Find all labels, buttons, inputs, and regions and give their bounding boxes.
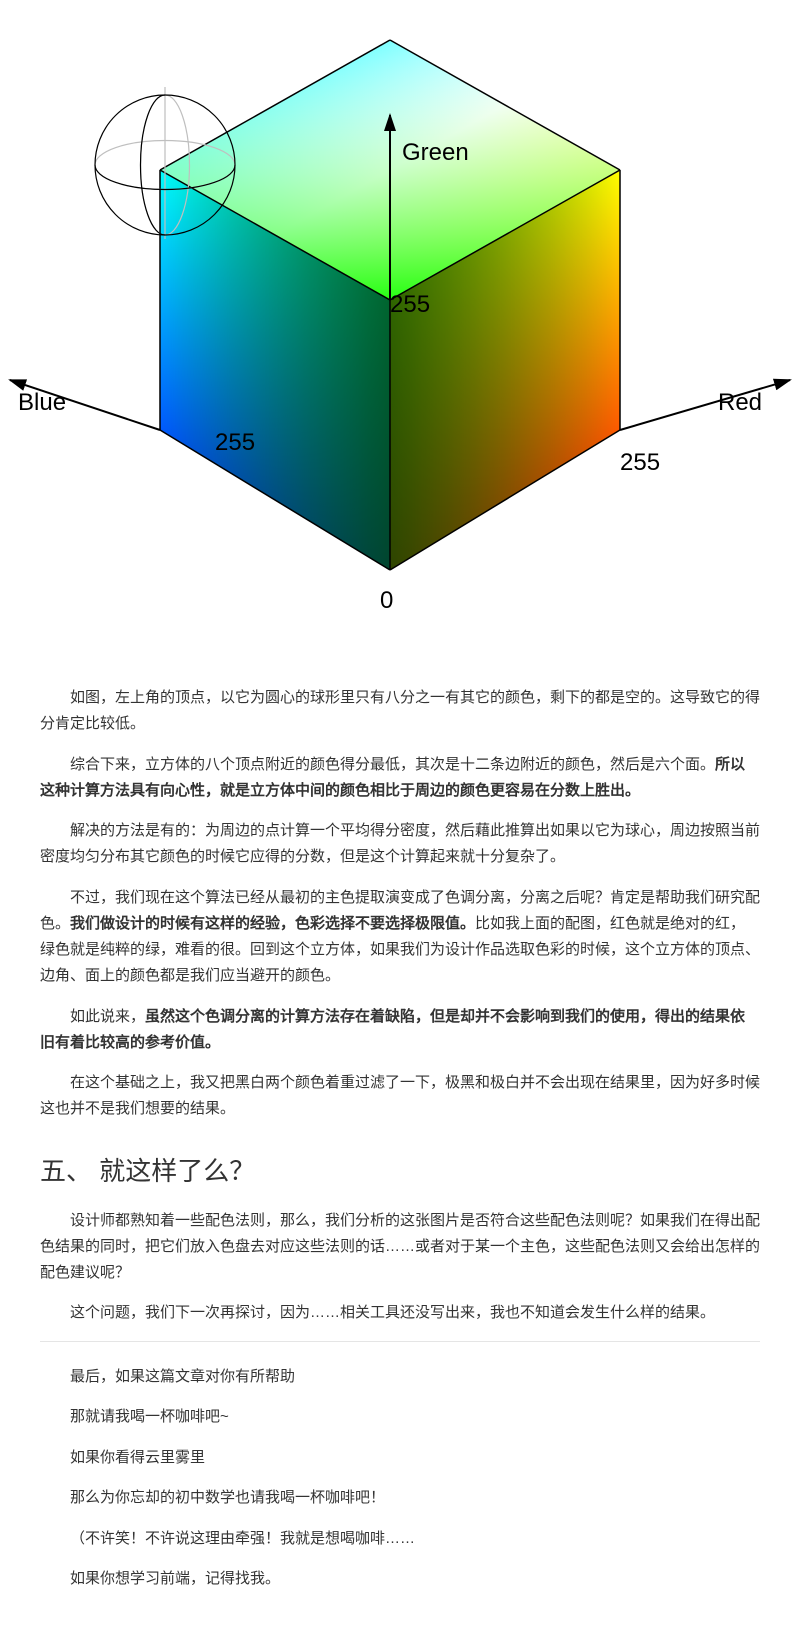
cube-label-zero: 0	[380, 587, 393, 614]
footer-line-6: 如果你想学习前端，记得找我。	[70, 1568, 760, 1591]
cube-label-val_g: 255	[390, 291, 430, 318]
page: Green 255 Blue 255 Red 255 0 如图，左上角的顶点，以它为圆心的球…	[0, 0, 800, 1649]
cube-label-blue: Blue	[18, 389, 66, 416]
footer-block: 最后，如果这篇文章对你有所帮助 那就请我喝一杯咖啡吧~ 如果你看得云里雾里 那么…	[40, 1341, 760, 1591]
text-bold: 我们做设计的时候有这样的经验，色彩选择不要选择极限值。	[70, 915, 475, 932]
heading-section-5: 五、 就这样了么？	[40, 1151, 760, 1188]
paragraph-3: 解决的方法是有的：为周边的点计算一个平均得分密度，然后藉此推算出如果以它为球心，…	[40, 818, 760, 871]
text: 解决的方法是有的：为周边的点计算一个平均得分密度，然后藉此推算出如果以它为球心，…	[40, 822, 760, 865]
text: 设计师都熟知着一些配色法则，那么，我们分析的这张图片是否符合这些配色法则呢？如果…	[40, 1212, 760, 1282]
cube-label-val_b: 255	[215, 429, 255, 456]
paragraph-7: 设计师都熟知着一些配色法则，那么，我们分析的这张图片是否符合这些配色法则呢？如果…	[40, 1208, 760, 1287]
rgb-cube-diagram: Green 255 Blue 255 Red 255 0	[0, 0, 800, 665]
paragraph-8: 这个问题，我们下一次再探讨，因为……相关工具还没写出来，我也不知道会发生什么样的…	[40, 1300, 760, 1326]
rgb-cube-svg: Green 255 Blue 255 Red 255 0	[0, 10, 800, 630]
paragraph-5: 如此说来，虽然这个色调分离的计算方法存在着缺陷，但是却并不会影响到我们的使用，得…	[40, 1004, 760, 1057]
text: 如此说来，	[70, 1008, 145, 1025]
cube-label-green: Green	[402, 139, 469, 166]
footer-line-1: 最后，如果这篇文章对你有所帮助	[70, 1366, 760, 1389]
text: 这个问题，我们下一次再探讨，因为……相关工具还没写出来，我也不知道会发生什么样的…	[70, 1304, 715, 1321]
footer-line-2: 那就请我喝一杯咖啡吧~	[70, 1406, 760, 1429]
cube-label-red: Red	[718, 389, 762, 416]
footer-line-4: 那么为你忘却的初中数学也请我喝一杯咖啡吧！	[70, 1487, 760, 1510]
text: 如图，左上角的顶点，以它为圆心的球形里只有八分之一有其它的颜色，剩下的都是空的。…	[40, 689, 760, 732]
text-bold: 虽然这个色调分离的计算方法存在着缺陷，但是却并不会影响到我们的使用，得出的结果依…	[40, 1008, 745, 1051]
paragraph-6: 在这个基础之上，我又把黑白两个颜色着重过滤了一下，极黑和极白并不会出现在结果里，…	[40, 1070, 760, 1123]
cube-label-val_r: 255	[620, 449, 660, 476]
article-body: 如图，左上角的顶点，以它为圆心的球形里只有八分之一有其它的颜色，剩下的都是空的。…	[0, 665, 800, 1649]
paragraph-1: 如图，左上角的顶点，以它为圆心的球形里只有八分之一有其它的颜色，剩下的都是空的。…	[40, 685, 760, 738]
footer-line-3: 如果你看得云里雾里	[70, 1447, 760, 1470]
paragraph-2: 综合下来，立方体的八个顶点附近的颜色得分最低，其次是十二条边附近的颜色，然后是六…	[40, 752, 760, 805]
text: 综合下来，立方体的八个顶点附近的颜色得分最低，其次是十二条边附近的颜色，然后是六…	[70, 756, 715, 773]
text: 在这个基础之上，我又把黑白两个颜色着重过滤了一下，极黑和极白并不会出现在结果里，…	[40, 1074, 760, 1117]
paragraph-4: 不过，我们现在这个算法已经从最初的主色提取演变成了色调分离，分离之后呢？肯定是帮…	[40, 885, 760, 990]
footer-line-5: （不许笑！不许说这理由牵强！我就是想喝咖啡……	[70, 1528, 760, 1551]
